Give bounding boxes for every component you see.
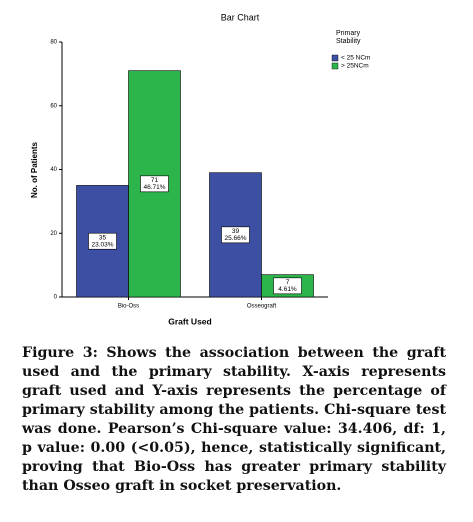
data-label-box <box>221 226 250 244</box>
percent-label: 46.71% <box>143 184 165 191</box>
figure-caption: Figure 3: Shows the association between … <box>22 345 446 494</box>
data-label: 39 <box>232 228 240 235</box>
legend-label: > 25NCm <box>341 63 369 70</box>
legend-swatch <box>331 54 339 62</box>
y-tick-label: 40 <box>50 167 57 173</box>
chart-title: Bar Chart <box>221 12 260 22</box>
legend-swatch <box>331 62 339 70</box>
data-label-box <box>88 232 117 250</box>
percent-label: 4.61% <box>278 286 297 293</box>
data-label: 35 <box>99 234 107 241</box>
chart: Bar Chart No. of Patients Graft Used Pri… <box>30 12 370 326</box>
y-axis-label: No. of Patients <box>30 141 39 198</box>
data-label: 7 <box>286 279 290 286</box>
legend-title: Primary Stability <box>336 30 361 45</box>
y-tick-label: 60 <box>50 103 57 109</box>
data-label: 71 <box>151 177 159 184</box>
legend-title-box: Primary Stability <box>336 30 361 45</box>
y-tick-label: 0 <box>54 295 58 301</box>
x-tick-label: Bio-Oss <box>118 304 139 310</box>
data-label-box <box>140 175 169 193</box>
data-label-box <box>273 277 302 295</box>
percent-label: 25.66% <box>224 235 246 242</box>
x-axis-label: Graft Used <box>168 316 211 326</box>
legend-label: < 25 NCm <box>341 55 370 62</box>
y-tick-label: 20 <box>50 231 57 237</box>
y-tick-label: 80 <box>50 40 57 46</box>
percent-label: 23.03% <box>91 241 113 248</box>
x-tick-label: Osseograft <box>247 304 277 310</box>
